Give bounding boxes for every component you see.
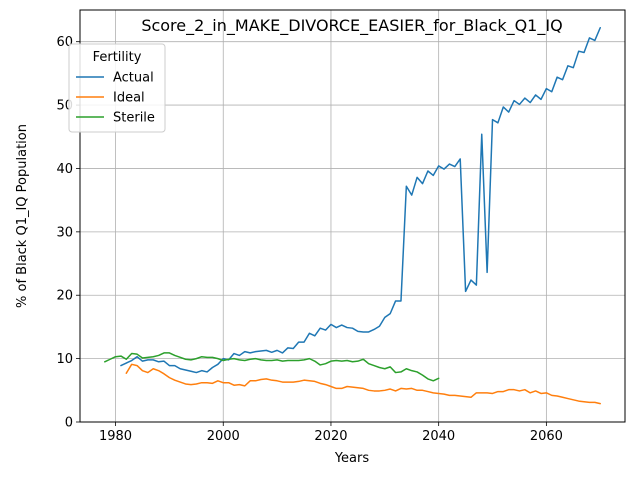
series-line-actual (120, 27, 601, 374)
y-axis-title: % of Black Q1_IQ Population (15, 124, 30, 308)
legend: Fertility Actual Ideal Sterile (68, 43, 166, 133)
grid (80, 10, 625, 423)
legend-label-actual: Actual (113, 71, 154, 86)
y-tick-label: 30 (56, 225, 73, 240)
x-tick-label: 1980 (99, 429, 132, 444)
x-tick-label: 2060 (530, 429, 563, 444)
x-tick-label: 2020 (314, 429, 347, 444)
series-lines (104, 27, 601, 405)
x-axis-ticks: 1980 2000 2020 2040 2060 (99, 422, 563, 444)
x-axis-title: Years (334, 451, 370, 466)
y-tick-label: 0 (65, 416, 73, 431)
legend-label-ideal: Ideal (113, 91, 145, 106)
x-tick-label: 2040 (422, 429, 455, 444)
x-tick-label: 2000 (207, 429, 240, 444)
series-line-ideal (125, 363, 601, 405)
y-tick-label: 40 (56, 162, 73, 177)
legend-label-sterile: Sterile (113, 111, 155, 126)
y-tick-label: 10 (56, 352, 73, 367)
chart-title: Score_2_in_MAKE_DIVORCE_EASIER_for_Black… (141, 16, 562, 36)
plot-frame (79, 9, 626, 423)
y-tick-label: 20 (56, 289, 73, 304)
legend-title: Fertility (93, 50, 142, 65)
legend-box (68, 43, 166, 133)
series-line-sterile (104, 352, 440, 382)
legend-items: Actual Ideal Sterile (76, 71, 155, 126)
